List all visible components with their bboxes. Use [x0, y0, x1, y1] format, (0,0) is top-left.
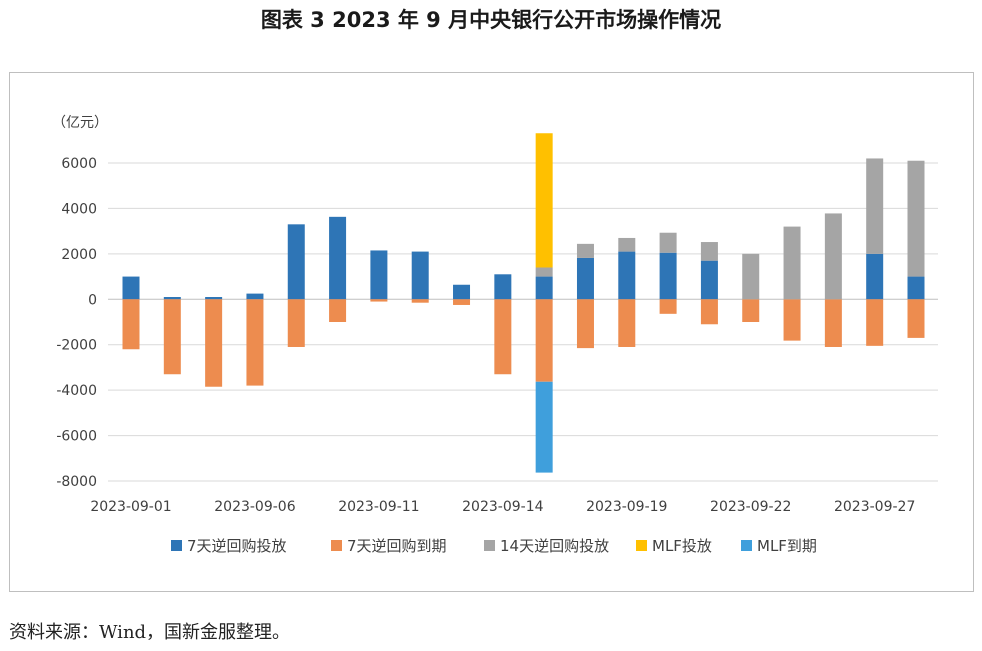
bar-3: [535, 267, 553, 277]
bar-1: [329, 216, 347, 300]
bar-4: [535, 133, 553, 268]
legend-label: 14天逆回购投放: [500, 537, 609, 555]
bar-2: [411, 299, 429, 303]
bar-2: [494, 299, 512, 375]
x-tick-label: 2023-09-11: [338, 499, 419, 515]
bar-2: [824, 299, 842, 347]
legend-swatch: [171, 540, 182, 551]
bar-2: [535, 299, 553, 382]
legend-item: 7天逆回购投放: [171, 537, 287, 555]
y-tick-label: 0: [88, 292, 97, 308]
bar-3: [659, 232, 677, 253]
bar-2: [122, 299, 140, 350]
bar-2: [329, 299, 347, 322]
chart-title: 图表 3 2023 年 9 月中央银行公开市场操作情况: [260, 8, 722, 32]
x-tick-label: 2023-09-19: [586, 499, 667, 515]
bar-1: [866, 253, 884, 300]
bar-1: [700, 260, 718, 300]
bar-1: [659, 252, 677, 300]
legend-item: 14天逆回购投放: [484, 537, 609, 555]
bar-2: [742, 299, 760, 322]
bar-3: [907, 160, 925, 277]
bar-3: [618, 237, 636, 252]
bar-2: [246, 299, 264, 386]
x-tick-label: 2023-09-06: [214, 499, 295, 515]
bar-3: [824, 213, 842, 300]
bar-2: [576, 299, 594, 349]
bar-1: [411, 251, 429, 300]
chart-frame: [9, 72, 974, 592]
bar-3: [742, 253, 760, 300]
bar-1: [576, 257, 594, 300]
bar-2: [866, 299, 884, 346]
y-tick-label: 6000: [61, 156, 97, 172]
x-tick-label: 2023-09-27: [834, 499, 915, 515]
legend-label: MLF到期: [757, 537, 817, 555]
bar-5: [535, 381, 553, 473]
bar-1: [535, 276, 553, 300]
bar-2: [783, 299, 801, 341]
legend: 7天逆回购投放 7天逆回购到期 14天逆回购投放 MLF投放 MLF到期: [171, 537, 817, 555]
y-tick-label: -6000: [56, 429, 97, 445]
y-tick-label: 4000: [61, 201, 97, 217]
bar-2: [163, 299, 181, 375]
y-axis-tick-labels: 6000 4000 2000 0 -2000 -4000 -6000 -8000: [56, 156, 97, 490]
bar-2: [205, 299, 223, 387]
legend-swatch: [741, 540, 752, 551]
bar-2: [659, 299, 677, 314]
bar-1: [163, 297, 181, 300]
y-tick-label: -2000: [56, 338, 97, 354]
bar-3: [700, 242, 718, 261]
bar-1: [246, 293, 264, 300]
bar-1: [122, 276, 140, 300]
bar-2: [618, 299, 636, 347]
x-tick-label: 2023-09-14: [462, 499, 543, 515]
y-tick-label: -4000: [56, 383, 97, 399]
bar-3: [866, 158, 884, 254]
y-tick-label: -8000: [56, 474, 97, 490]
x-tick-label: 2023-09-01: [90, 499, 171, 515]
legend-label: MLF投放: [652, 537, 712, 555]
legend-label: 7天逆回购到期: [347, 537, 447, 555]
bar-1: [370, 250, 388, 300]
y-axis-unit-label: （亿元）: [52, 115, 108, 131]
bar-2: [370, 299, 388, 302]
bar-2: [700, 299, 718, 325]
bar-2: [287, 299, 305, 347]
x-tick-label: 2023-09-22: [710, 499, 791, 515]
bar-1: [453, 284, 471, 300]
legend-swatch: [331, 540, 342, 551]
source-note: 资料来源：Wind，国新金服整理。: [9, 622, 291, 643]
bar-2: [907, 299, 925, 338]
bar-3: [783, 226, 801, 300]
legend-item: MLF投放: [636, 537, 712, 555]
bar-1: [618, 251, 636, 300]
legend-swatch: [636, 540, 647, 551]
legend-swatch: [484, 540, 495, 551]
bars: [122, 133, 925, 473]
bar-1: [287, 224, 305, 300]
bar-1: [205, 297, 223, 300]
bar-2: [453, 299, 471, 305]
gridlines: [108, 162, 938, 482]
bar-1: [494, 274, 512, 300]
legend-item: 7天逆回购到期: [331, 537, 447, 555]
y-tick-label: 2000: [61, 247, 97, 263]
x-axis-tick-labels: 2023-09-01 2023-09-06 2023-09-11 2023-09-14…: [90, 499, 915, 515]
bar-1: [907, 276, 925, 300]
bar-chart: 6000 4000 2000 0 -2000 -4000 -6000 -8000 2023-0…: [52, 115, 938, 555]
legend-label: 7天逆回购投放: [187, 537, 287, 555]
legend-item: MLF到期: [741, 537, 817, 555]
bar-3: [576, 243, 594, 258]
